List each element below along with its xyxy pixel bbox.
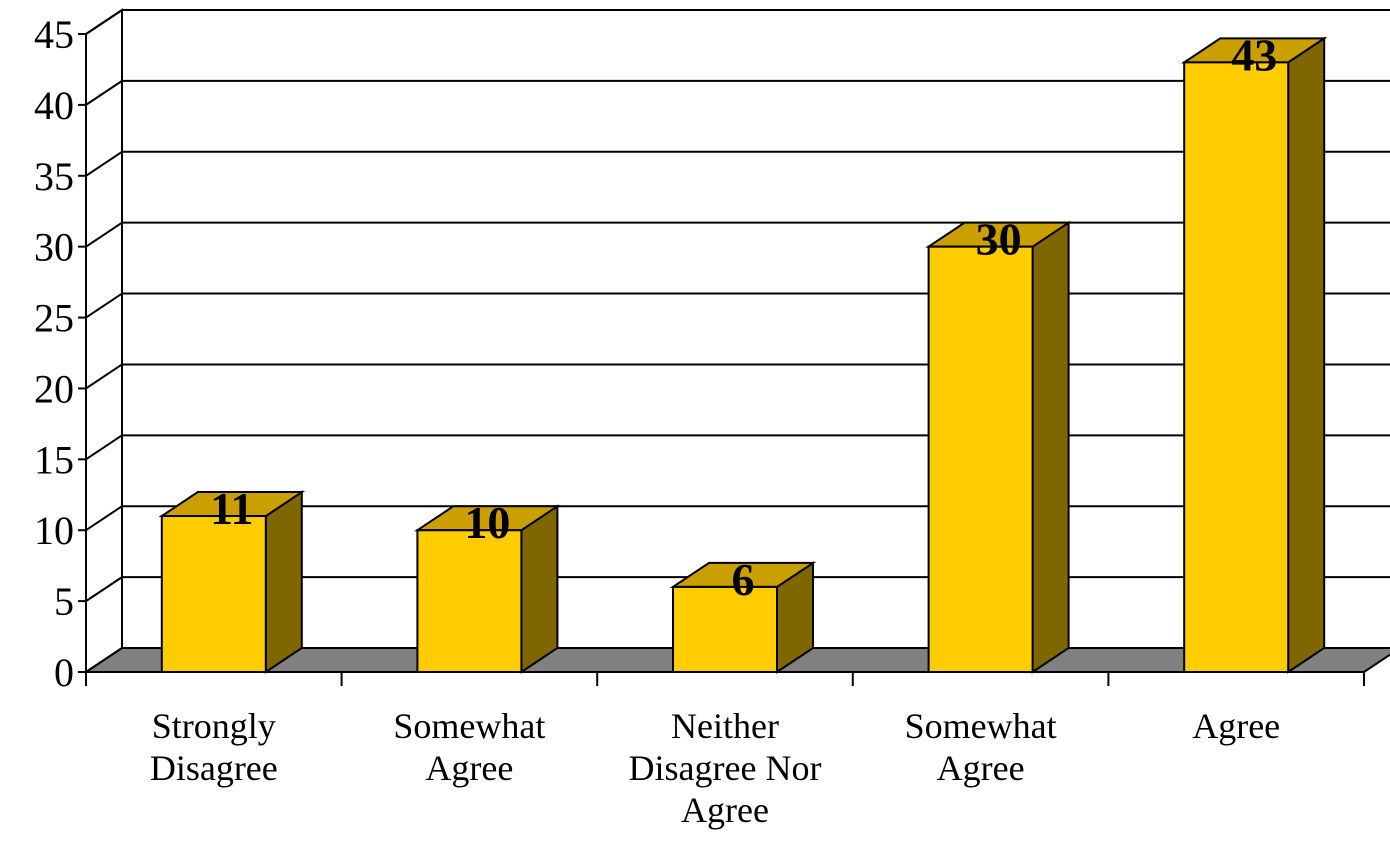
y-tick-label: 20 <box>34 366 74 411</box>
data-label: 43 <box>1231 29 1277 80</box>
gridline-side <box>85 9 123 35</box>
bar-front <box>160 515 267 673</box>
category-label: Somewhat Agree <box>393 706 545 788</box>
data-label: 11 <box>210 483 253 534</box>
gridline-side <box>85 221 123 248</box>
bar-side <box>520 504 559 674</box>
data-label: 30 <box>976 214 1022 265</box>
gridline-side <box>85 505 123 532</box>
bar <box>1180 36 1328 674</box>
category-label: Neither Disagree Nor Agree <box>629 706 822 830</box>
y-tick-label: 0 <box>54 650 74 695</box>
bar-front <box>416 529 523 673</box>
y-tick-label: 15 <box>34 437 74 482</box>
chart-walls <box>85 8 1390 674</box>
y-tick-label: 5 <box>54 579 74 624</box>
bar-side <box>1287 36 1326 674</box>
bars <box>158 36 1328 674</box>
gridline-side <box>85 363 123 390</box>
bar-front <box>927 245 1034 674</box>
bar-front <box>672 585 778 674</box>
bar <box>158 490 306 674</box>
back-wall <box>121 9 1390 649</box>
gridline-side <box>85 576 123 602</box>
y-tick-label: 40 <box>34 83 74 128</box>
gridline-side <box>85 150 123 177</box>
category-label: Somewhat Agree <box>905 706 1057 788</box>
y-tick-label: 30 <box>34 225 74 270</box>
gridline-side <box>85 80 123 106</box>
bar <box>414 504 561 674</box>
bar-side <box>1031 220 1070 674</box>
y-tick-labels: 0 5 10 15 20 25 30 35 40 45 <box>34 12 86 695</box>
category-labels: Strongly Disagree Somewhat Agree Neither Disa… <box>150 706 1280 830</box>
bar-side <box>264 490 303 674</box>
gridline-side <box>85 292 123 319</box>
y-tick-label: 45 <box>34 12 74 57</box>
side-wall <box>85 8 123 674</box>
data-labels: 11 10 6 30 43 <box>210 29 1277 605</box>
bar-front <box>1183 61 1290 674</box>
bar <box>669 561 817 674</box>
y-tick-label: 10 <box>34 508 74 553</box>
data-label: 10 <box>464 497 510 548</box>
category-label: Agree <box>1192 706 1280 746</box>
category-label: Strongly Disagree <box>150 706 278 788</box>
data-label: 6 <box>732 554 755 605</box>
gridline-side <box>85 434 123 461</box>
y-tick-label: 35 <box>34 154 74 199</box>
y-tick-label: 25 <box>34 296 74 341</box>
bar <box>925 220 1072 674</box>
